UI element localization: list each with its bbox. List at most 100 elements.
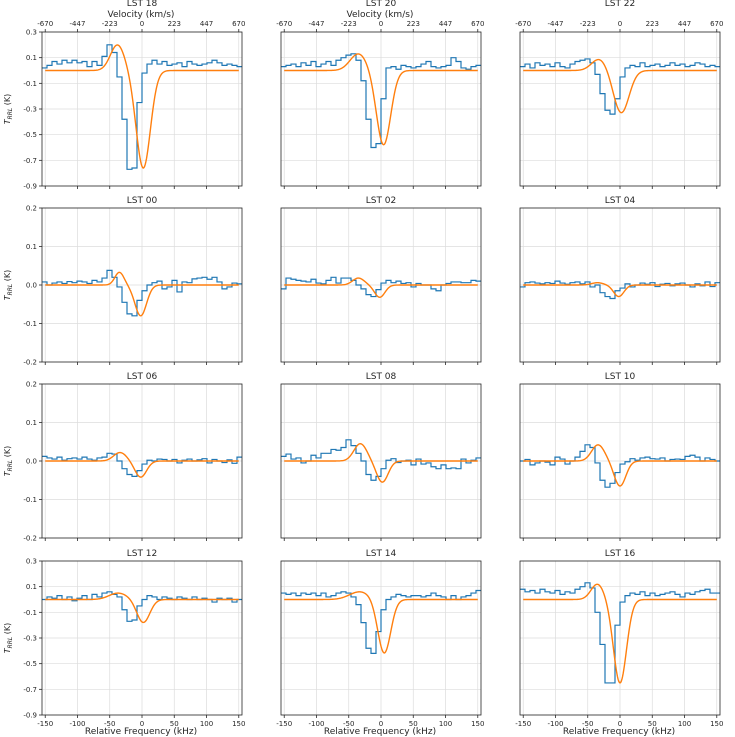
y-tick-label: 0.3 (26, 29, 37, 37)
x-tick-label: 50 (648, 720, 657, 728)
fit-model-line (284, 591, 478, 654)
spectrum-panel: LST 14 -150 -100 -50 0 50 100 150 (276, 549, 484, 728)
x-tick-label: -150 (276, 720, 292, 728)
y-tick-label: 0.3 (26, 558, 37, 566)
fit-model-line (284, 442, 478, 483)
y-axis-label: TRRL (K) (3, 446, 14, 477)
velocity-tick-label: 223 (168, 20, 181, 28)
y-tick-label: 0.2 (26, 381, 37, 389)
x-axis-label: Relative Frequency (kHz) (85, 727, 197, 737)
velocity-tick-label: -447 (309, 20, 325, 28)
panel-title: LST 02 (366, 196, 397, 206)
spectrum-data-line (520, 444, 720, 488)
spectrum-panel: LST 22 -670 -447 -223 0 223 447 670 (515, 0, 723, 189)
velocity-tick-label: -447 (548, 20, 564, 28)
y-tick-label: -0.2 (23, 535, 37, 543)
y-tick-label: -0.1 (23, 80, 37, 88)
x-tick-label: -50 (104, 720, 115, 728)
fit-model-line (45, 271, 239, 317)
x-tick-label: 0 (379, 720, 383, 728)
spectrum-data-line (281, 439, 481, 481)
fit-model-line (45, 451, 239, 478)
panel-title: LST 04 (605, 196, 636, 206)
spectrum-panel: LST 18 0.3 0.1 -0.1 -0.3 -0.5 -0.7 -0.9 TRRL (K)… (3, 0, 245, 191)
x-tick-label: 50 (170, 720, 179, 728)
panel-title: LST 16 (605, 549, 636, 559)
velocity-tick-label: -670 (276, 20, 292, 28)
x-tick-label: -100 (309, 720, 325, 728)
y-tick-label: -0.9 (23, 712, 37, 720)
x-tick-label: 100 (200, 720, 213, 728)
fit-model-line (523, 281, 717, 298)
panel-title: LST 18 (127, 0, 158, 9)
spectrum-panel: LST 08 (280, 372, 482, 541)
x-tick-label: 100 (439, 720, 452, 728)
y-tick-label: -0.5 (23, 131, 37, 139)
fit-model-line (284, 277, 478, 299)
y-tick-label: -0.7 (23, 686, 37, 694)
velocity-tick-label: 223 (646, 20, 659, 28)
velocity-axis-label: Velocity (km/s) (108, 10, 175, 20)
panel-title: LST 14 (366, 549, 397, 559)
spectrum-data-line (520, 58, 720, 115)
fit-model-line (523, 444, 717, 487)
fit-model-line (284, 53, 478, 146)
velocity-tick-label: 447 (200, 20, 213, 28)
fit-model-line (45, 592, 239, 624)
y-tick-label: -0.2 (23, 359, 37, 367)
velocity-tick-label: 223 (407, 20, 420, 28)
velocity-tick-label: 0 (379, 20, 383, 28)
spectrum-panel: LST 02 (280, 196, 482, 365)
x-tick-label: 100 (678, 720, 691, 728)
fit-model-line (523, 583, 717, 684)
y-tick-label: -0.1 (23, 320, 37, 328)
x-tick-label: -150 (515, 720, 531, 728)
velocity-tick-label: 670 (710, 20, 723, 28)
spectrum-panel: LST 10 (519, 372, 721, 541)
fit-model-line (523, 58, 717, 114)
velocity-tick-label: 670 (232, 20, 245, 28)
x-tick-label: 50 (409, 720, 418, 728)
velocity-tick-label: -223 (341, 20, 357, 28)
x-tick-label: 0 (618, 720, 622, 728)
x-tick-label: 150 (232, 720, 245, 728)
spectrum-panel: LST 16 -150 -100 -50 0 50 100 150 (515, 549, 723, 728)
x-axis-label: Relative Frequency (kHz) (563, 727, 675, 737)
spectrum-data-line (42, 44, 242, 170)
spectrum-panel: LST 04 (519, 196, 721, 365)
y-tick-label: -0.7 (23, 157, 37, 165)
y-tick-label: 0.1 (26, 243, 37, 251)
x-tick-label: 0 (140, 720, 144, 728)
spectrum-panel: LST 20 -670 -447 -223 0 223 447 670 (276, 0, 484, 189)
y-tick-label: -0.5 (23, 660, 37, 668)
velocity-tick-label: -223 (580, 20, 596, 28)
velocity-tick-label: -670 (37, 20, 53, 28)
y-tick-label: 0.0 (26, 458, 37, 466)
x-tick-label: -50 (582, 720, 593, 728)
velocity-tick-label: 670 (471, 20, 484, 28)
x-axis-label: Relative Frequency (kHz) (324, 727, 436, 737)
y-tick-label: 0.1 (26, 419, 37, 427)
y-tick-label: -0.1 (23, 609, 37, 617)
panel-title: LST 10 (605, 372, 636, 382)
panel-title: LST 08 (366, 372, 397, 382)
velocity-tick-label: -670 (515, 20, 531, 28)
velocity-tick-label: -447 (70, 20, 86, 28)
velocity-tick-label: 0 (618, 20, 622, 28)
panel-title: LST 20 (366, 0, 397, 9)
velocity-tick-label: 447 (439, 20, 452, 28)
x-tick-label: -50 (343, 720, 354, 728)
panel-grid: LST 18 0.3 0.1 -0.1 -0.3 -0.5 -0.7 -0.9 TRRL (K)… (3, 0, 723, 728)
spectrum-panel: LST 00 0.2 0.1 0.0 -0.1 -0.2 TRRL (K) (3, 196, 243, 367)
velocity-axis-label: Velocity (km/s) (347, 10, 414, 20)
y-tick-label: -0.9 (23, 183, 37, 191)
x-tick-label: 150 (710, 720, 723, 728)
panel-title: LST 00 (127, 196, 158, 206)
y-tick-label: -0.3 (23, 106, 37, 114)
y-axis-label: TRRL (K) (3, 94, 14, 125)
spectrum-panel: LST 12 0.3 0.1 -0.1 -0.3 -0.5 -0.7 -0.9 TRRL (K)… (3, 549, 245, 728)
y-tick-label: 0.1 (26, 54, 37, 62)
spectrum-data-line (42, 452, 242, 477)
velocity-tick-label: -223 (102, 20, 118, 28)
